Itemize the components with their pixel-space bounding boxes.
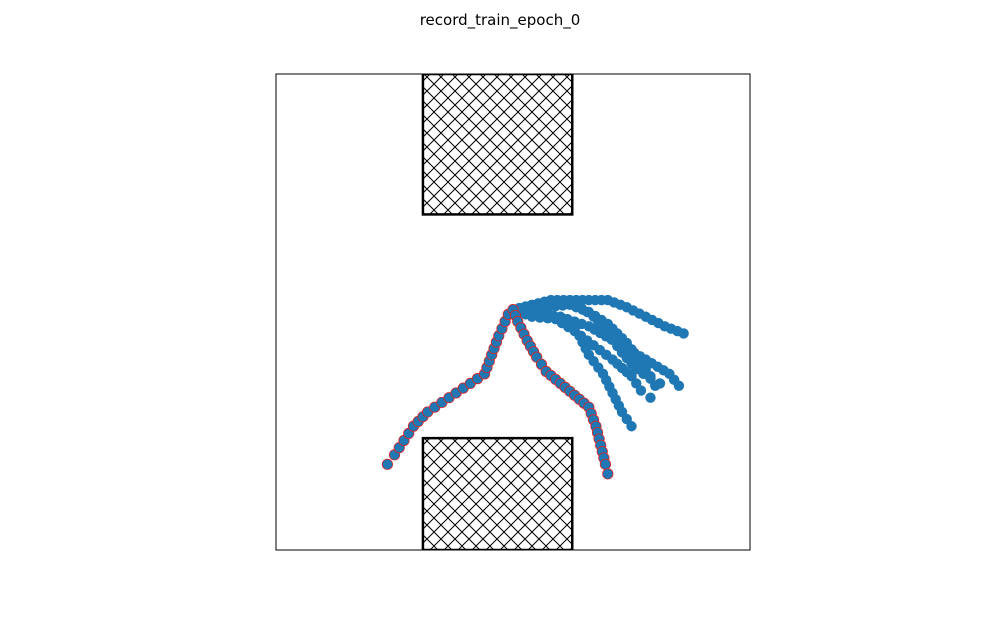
trajectory-point xyxy=(548,297,559,308)
trajectory-point xyxy=(381,458,393,470)
obstacles xyxy=(421,74,574,550)
trajectory-point xyxy=(540,297,552,308)
chart-title: record_train_epoch_0 xyxy=(420,11,581,30)
trajectory-6 xyxy=(507,297,666,389)
trajectory-point xyxy=(654,378,666,389)
trajectory-point xyxy=(678,328,689,339)
trajectories xyxy=(381,294,689,480)
trajectory-point xyxy=(562,297,573,308)
trajectory-point xyxy=(645,392,656,403)
trajectory-point xyxy=(645,373,656,384)
trajectory-point xyxy=(602,468,614,480)
trajectory-0 xyxy=(381,304,614,480)
trajectory-point xyxy=(626,421,637,432)
trajectory-point xyxy=(673,380,685,391)
obstacle-bottom-block xyxy=(421,436,574,550)
trajectory-point xyxy=(555,297,566,308)
trajectory-point xyxy=(635,385,647,396)
trajectory-point xyxy=(599,458,612,470)
obstacle-top-block xyxy=(421,74,574,216)
